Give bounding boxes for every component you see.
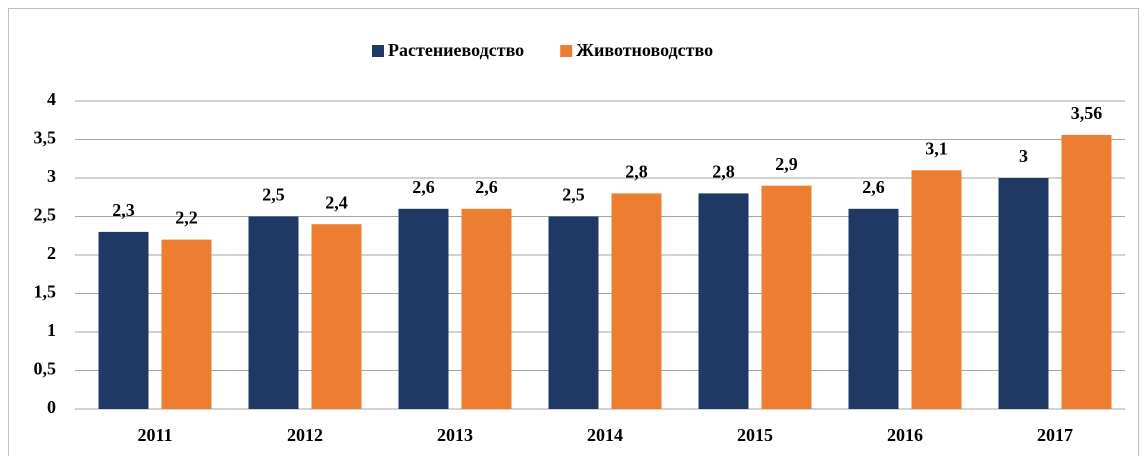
bar [248, 216, 299, 409]
x-tick-label: 2012 [287, 425, 323, 445]
x-tick-label: 2017 [1037, 425, 1073, 445]
value-label: 2,9 [775, 154, 798, 174]
value-label: 2,8 [625, 162, 648, 182]
value-label: 3 [1019, 146, 1028, 166]
legend-swatch [372, 45, 384, 57]
value-label: 2,5 [562, 185, 585, 205]
x-tick-label: 2016 [887, 425, 923, 445]
bar [998, 178, 1049, 409]
bar [98, 231, 149, 409]
value-label: 2,2 [175, 208, 198, 228]
y-tick-label: 2 [47, 243, 56, 263]
y-tick-label: 1 [47, 320, 56, 340]
value-label: 2,6 [412, 177, 435, 197]
bar [548, 216, 599, 409]
chart-border [8, 8, 1139, 456]
bar [611, 193, 662, 409]
legend-label: Растениеводство [388, 40, 524, 60]
value-label: 2,6 [862, 177, 885, 197]
y-tick-label: 0,5 [34, 359, 57, 379]
legend-label: Животноводство [576, 40, 713, 60]
y-tick-label: 0 [47, 397, 56, 417]
bar [161, 239, 212, 409]
x-tick-label: 2011 [137, 425, 172, 445]
value-label: 2,8 [712, 162, 735, 182]
x-tick-label: 2014 [587, 425, 623, 445]
value-label: 2,5 [262, 185, 285, 205]
y-tick-label: 3,5 [34, 128, 57, 148]
bar [1061, 134, 1112, 409]
bar [398, 208, 449, 409]
x-tick-label: 2015 [737, 425, 773, 445]
bar [461, 208, 512, 409]
bar [911, 170, 962, 409]
value-label: 2,4 [325, 192, 348, 212]
y-tick-label: 1,5 [34, 282, 57, 302]
value-label: 3,56 [1071, 103, 1103, 123]
y-tick-label: 3 [47, 166, 56, 186]
bar [311, 224, 362, 409]
legend-swatch [560, 45, 573, 57]
value-label: 3,1 [925, 138, 948, 158]
bar [698, 193, 749, 409]
value-label: 2,3 [112, 200, 135, 220]
bar [848, 208, 899, 409]
bar [761, 185, 812, 409]
y-tick-label: 2,5 [34, 205, 57, 225]
x-tick-label: 2013 [437, 425, 473, 445]
value-label: 2,6 [475, 177, 498, 197]
y-tick-label: 4 [47, 89, 56, 109]
